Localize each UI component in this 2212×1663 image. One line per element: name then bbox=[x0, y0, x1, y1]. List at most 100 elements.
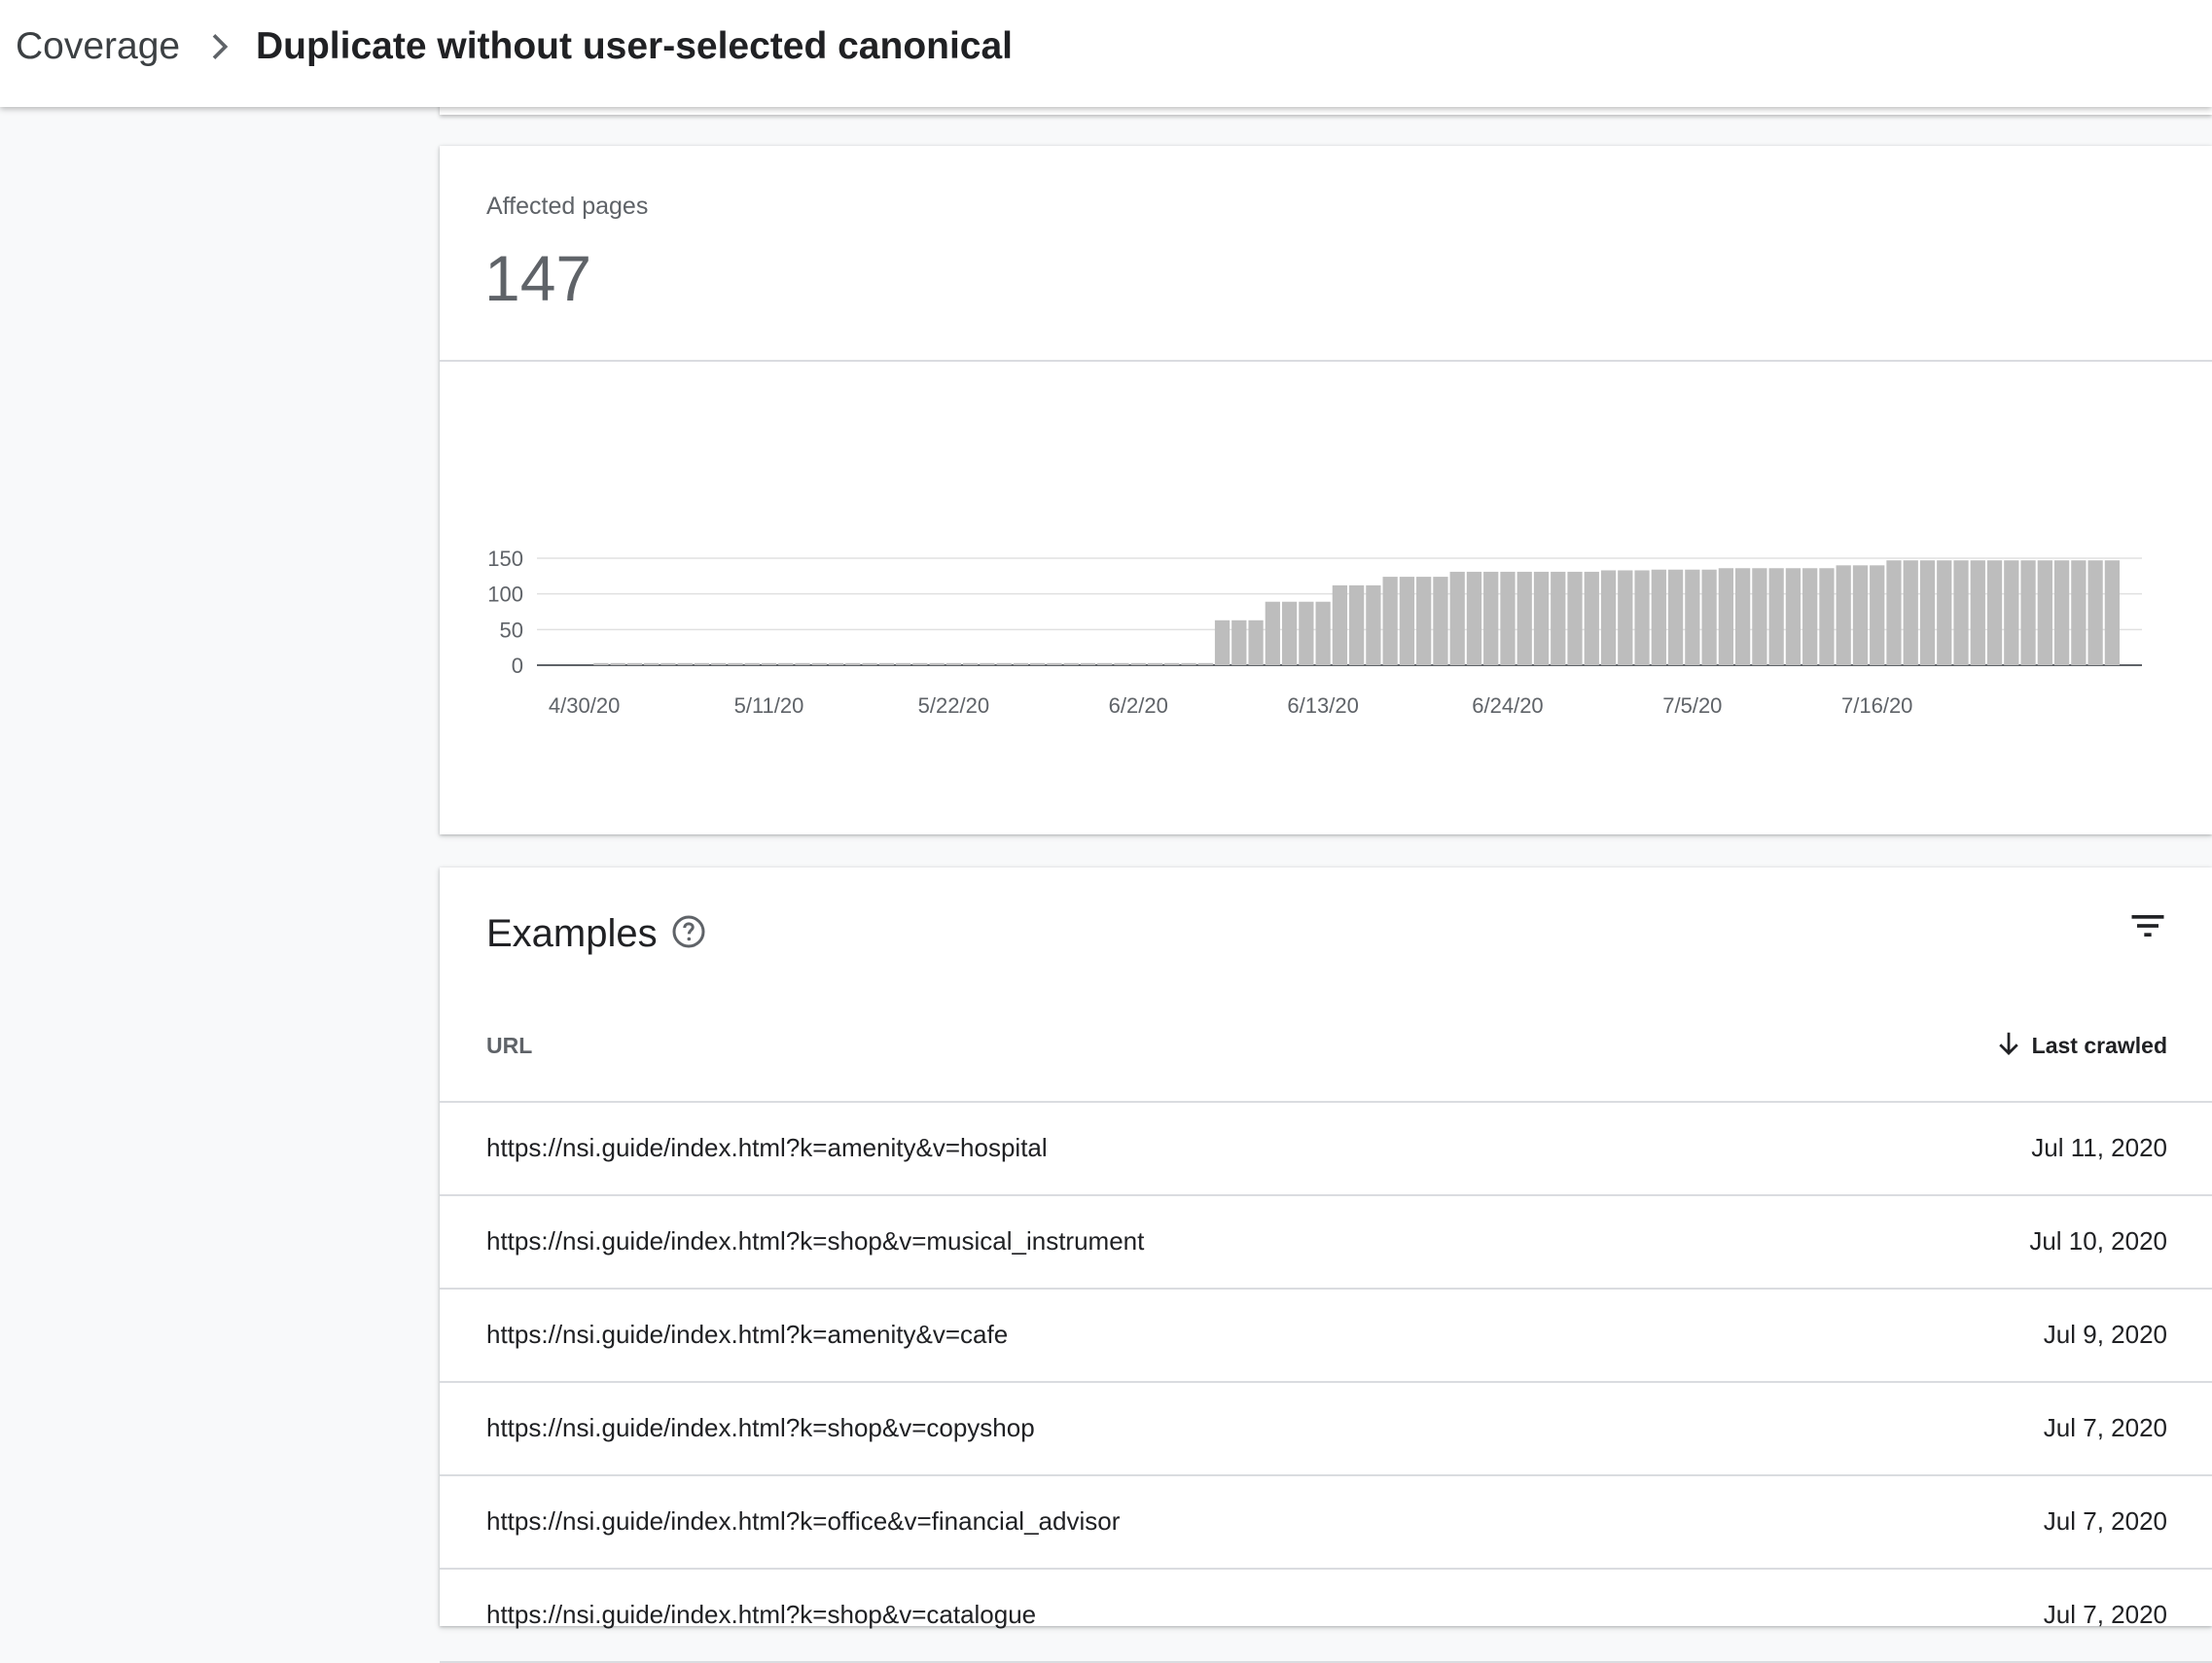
chart-bar[interactable] bbox=[1852, 565, 1869, 665]
chart-bar[interactable] bbox=[1836, 565, 1851, 665]
chart-bar[interactable] bbox=[711, 662, 727, 665]
chart-bar[interactable] bbox=[1483, 571, 1499, 665]
chart-bar[interactable] bbox=[996, 662, 1012, 665]
chart-bar[interactable] bbox=[1937, 560, 1952, 665]
arrow-down-icon[interactable] bbox=[1994, 1027, 2023, 1060]
chart-bar[interactable] bbox=[1986, 560, 2003, 665]
chart-bar[interactable] bbox=[2087, 560, 2103, 665]
chart-bar[interactable] bbox=[1231, 619, 1247, 665]
column-header-last-crawled[interactable]: Last crawled bbox=[2031, 1033, 2167, 1058]
chart-bar[interactable] bbox=[1819, 568, 1835, 665]
chart-bar[interactable] bbox=[1449, 571, 1465, 665]
table-row[interactable]: https://nsi.guide/index.html?k=shop&v=co… bbox=[440, 1383, 2212, 1476]
chart-bar[interactable] bbox=[761, 662, 777, 665]
chart-bar[interactable] bbox=[1214, 619, 1231, 665]
chart-bar[interactable] bbox=[980, 662, 995, 665]
chart-bar[interactable] bbox=[1735, 568, 1751, 665]
chart-bar[interactable] bbox=[1768, 568, 1784, 665]
chart-bar[interactable] bbox=[1063, 662, 1079, 665]
chart-bar[interactable] bbox=[1466, 571, 1482, 665]
chart-bar[interactable] bbox=[1197, 662, 1213, 665]
chart-bar[interactable] bbox=[1164, 662, 1180, 665]
chart-bar[interactable] bbox=[1785, 568, 1802, 665]
chart-bar[interactable] bbox=[593, 662, 609, 665]
table-row[interactable]: https://nsi.guide/index.html?k=amenity&v… bbox=[440, 1103, 2212, 1196]
chart-bar[interactable] bbox=[1382, 577, 1398, 665]
chart-bar[interactable] bbox=[1551, 571, 1566, 665]
help-icon[interactable] bbox=[671, 914, 706, 949]
chart-bar[interactable] bbox=[795, 662, 810, 665]
chart-bar[interactable] bbox=[845, 662, 861, 665]
chart-bar[interactable] bbox=[1332, 584, 1347, 665]
chart-bar[interactable] bbox=[1903, 560, 1918, 665]
table-row[interactable]: https://nsi.guide/index.html?k=shop&v=ca… bbox=[440, 1570, 2212, 1663]
chart-bar[interactable] bbox=[1013, 662, 1029, 665]
column-header-url[interactable]: URL bbox=[486, 1033, 533, 1058]
chart-bar[interactable] bbox=[2071, 560, 2087, 665]
chart-bar[interactable] bbox=[1870, 565, 1885, 665]
chart-bar[interactable] bbox=[1953, 560, 1969, 665]
chart-bar[interactable] bbox=[811, 662, 827, 665]
chart-bar[interactable] bbox=[1097, 662, 1113, 665]
chart-bar[interactable] bbox=[1600, 570, 1617, 665]
chart-bar[interactable] bbox=[1500, 571, 1516, 665]
chart-bar[interactable] bbox=[878, 662, 894, 665]
chart-bar[interactable] bbox=[1147, 662, 1163, 665]
chart-bar[interactable] bbox=[1399, 577, 1415, 665]
chart-bar[interactable] bbox=[1366, 584, 1381, 665]
chart-bar[interactable] bbox=[1130, 662, 1146, 665]
chart-bar[interactable] bbox=[1281, 601, 1298, 665]
chart-bar[interactable] bbox=[2053, 560, 2070, 665]
chart-bar[interactable] bbox=[2037, 560, 2052, 665]
chart-bar[interactable] bbox=[2004, 560, 2019, 665]
chart-bar[interactable] bbox=[728, 662, 743, 665]
chart-bar[interactable] bbox=[1651, 569, 1666, 665]
chart-bar[interactable] bbox=[828, 662, 844, 665]
chart-bar[interactable] bbox=[1752, 568, 1767, 665]
chart-bar[interactable] bbox=[895, 662, 911, 665]
chart-bar[interactable] bbox=[1685, 569, 1700, 665]
chart-bar[interactable] bbox=[1114, 662, 1129, 665]
chart-bar[interactable] bbox=[862, 662, 877, 665]
chart-bar[interactable] bbox=[1349, 584, 1365, 665]
chart-bar[interactable] bbox=[677, 662, 693, 665]
chart-bar[interactable] bbox=[963, 662, 979, 665]
chart-bar[interactable] bbox=[1047, 662, 1062, 665]
chart-bar[interactable] bbox=[694, 662, 710, 665]
table-row[interactable]: https://nsi.guide/index.html?k=office&v=… bbox=[440, 1476, 2212, 1570]
chart-bar[interactable] bbox=[1416, 577, 1432, 665]
chart-bar[interactable] bbox=[744, 662, 760, 665]
chart-bar[interactable] bbox=[1919, 560, 1936, 665]
chart-bar[interactable] bbox=[1584, 571, 1599, 665]
chart-bar[interactable] bbox=[1181, 662, 1196, 665]
chart-bar[interactable] bbox=[1248, 619, 1264, 665]
chart-bar[interactable] bbox=[1667, 569, 1684, 665]
filter-icon[interactable] bbox=[2126, 904, 2169, 947]
chart-bar[interactable] bbox=[1634, 570, 1650, 665]
chart-bar[interactable] bbox=[2020, 560, 2036, 665]
chart-bar[interactable] bbox=[1080, 662, 1096, 665]
table-row[interactable]: https://nsi.guide/index.html?k=shop&v=mu… bbox=[440, 1196, 2212, 1290]
chart-bar[interactable] bbox=[1516, 571, 1532, 665]
chart-bar[interactable] bbox=[1886, 560, 1902, 665]
chart-bar[interactable] bbox=[929, 662, 945, 665]
chart-bar[interactable] bbox=[1299, 601, 1314, 665]
chart-bar[interactable] bbox=[1030, 662, 1046, 665]
chart-bar[interactable] bbox=[610, 662, 625, 665]
chart-bar[interactable] bbox=[644, 662, 660, 665]
chart-bar[interactable] bbox=[660, 662, 676, 665]
breadcrumb-coverage-link[interactable]: Coverage bbox=[16, 25, 181, 67]
chart-bar[interactable] bbox=[778, 662, 794, 665]
chart-bar[interactable] bbox=[1618, 570, 1633, 665]
chart-bar[interactable] bbox=[1533, 571, 1550, 665]
chart-bar[interactable] bbox=[1265, 601, 1280, 665]
chart-bar[interactable] bbox=[1970, 560, 1985, 665]
chart-bar[interactable] bbox=[1315, 601, 1331, 665]
table-row[interactable]: https://nsi.guide/index.html?k=amenity&v… bbox=[440, 1290, 2212, 1383]
chart-bar[interactable] bbox=[1567, 571, 1583, 665]
chart-bar[interactable] bbox=[1433, 577, 1448, 665]
chart-bar[interactable] bbox=[2104, 560, 2120, 665]
chart-bar[interactable] bbox=[1718, 568, 1733, 665]
chart-bar[interactable] bbox=[1802, 568, 1818, 665]
chart-bar[interactable] bbox=[912, 662, 928, 665]
